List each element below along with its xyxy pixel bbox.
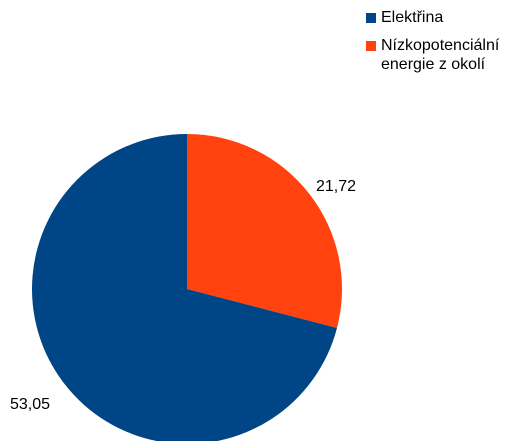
legend-label-nizkopotencialni: Nízkopotenciální energie z okolí <box>381 37 500 73</box>
legend-swatch-nizkopotencialni <box>366 41 376 51</box>
data-label-nizkopotencialni: 21,72 <box>316 178 356 195</box>
pie-slice-elektrina <box>32 134 338 441</box>
legend-swatch-elektrina <box>366 13 376 23</box>
legend-item-nizkopotencialni: Nízkopotenciální energie z okolí <box>366 36 521 74</box>
pie-data-labels: 21,72 53,05 <box>10 178 356 413</box>
legend-item-elektrina: Elektřina <box>366 8 521 27</box>
pie-slices <box>32 134 342 441</box>
legend: Elektřina Nízkopotenciální energie z oko… <box>366 8 521 83</box>
data-label-elektrina: 53,05 <box>10 396 50 413</box>
pie-slice-nizkopotencialni <box>187 134 342 329</box>
legend-label-elektrina: Elektřina <box>381 9 444 26</box>
